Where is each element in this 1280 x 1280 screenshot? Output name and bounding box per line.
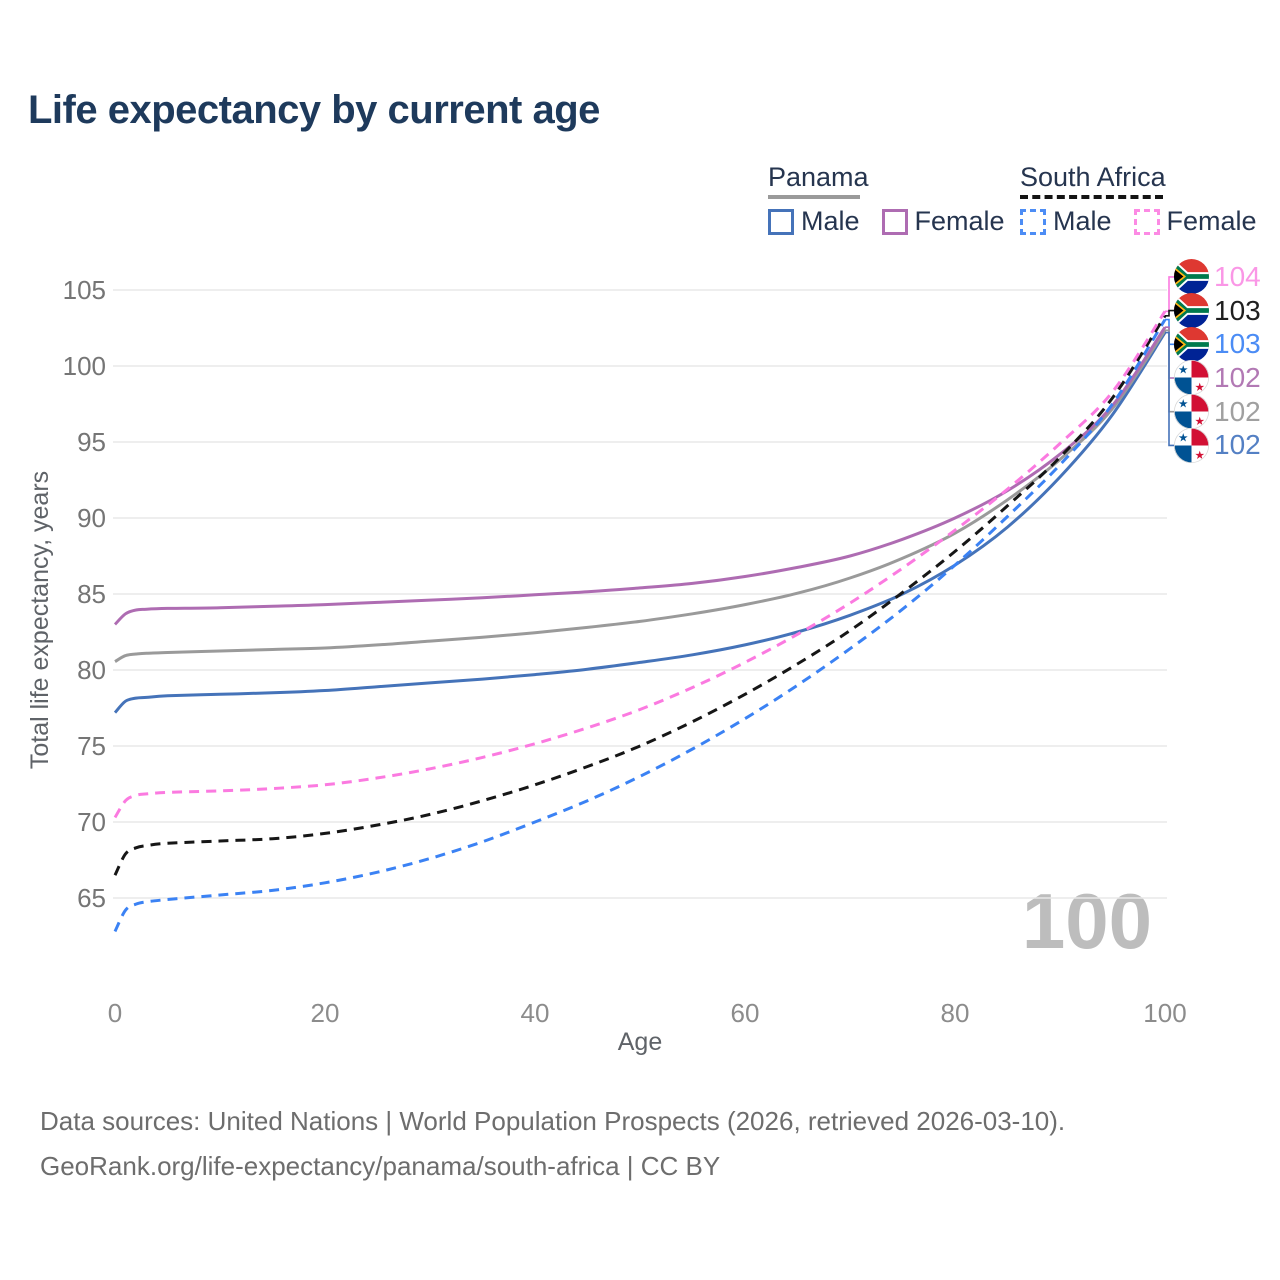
y-tick-label: 80 (77, 655, 106, 685)
end-label-row: 103 (1174, 326, 1261, 362)
x-axis-tick-labels: 0 20 40 60 80 100 (108, 998, 1187, 1028)
legend-country-name: South Africa (1020, 162, 1166, 192)
legend-item-south-africa-male[interactable]: Male (1020, 206, 1112, 237)
legend-item-label: Male (801, 206, 860, 236)
svg-text:★: ★ (1195, 382, 1205, 395)
series-line-south-africa-both-sexes[interactable] (113, 314, 1167, 876)
y-axis-title: Total life expectancy, years (26, 471, 54, 769)
svg-text:★: ★ (1178, 364, 1188, 377)
legend-item-label: Male (1053, 206, 1112, 236)
legend-group-panama: Panama Male Female (768, 162, 1005, 237)
y-tick-label: 85 (77, 579, 106, 609)
south-africa-flag-icon (1174, 293, 1209, 329)
page-title: Life expectancy by current age (28, 88, 600, 132)
legend-country-name: Panama (768, 162, 869, 192)
legend-item-panama-female[interactable]: Female (881, 206, 1005, 237)
series-line-panama-male[interactable] (113, 331, 1167, 714)
legend-swatch-south-africa-male (1020, 208, 1046, 235)
x-axis-title: Age (618, 1028, 662, 1056)
svg-text:★: ★ (1195, 415, 1205, 428)
series-end-labels: 104 103 (1174, 259, 1261, 463)
gridlines (113, 289, 1167, 899)
x-tick-label: 20 (311, 998, 340, 1028)
end-label-connector (1165, 309, 1174, 317)
series-end-value: 103 (1214, 294, 1261, 326)
series-line-south-africa-female[interactable] (113, 310, 1167, 819)
svg-text:★: ★ (1195, 449, 1205, 462)
end-label-row: 103 (1174, 293, 1261, 329)
legend-swatch-panama-female (881, 208, 908, 235)
age-cursor-watermark: 100 (1022, 877, 1152, 965)
y-tick-label: 75 (77, 731, 106, 761)
end-label-row: 104 (1174, 259, 1261, 295)
series-line-south-africa-male[interactable] (113, 318, 1167, 933)
y-tick-label: 105 (63, 275, 106, 305)
series-end-value: 102 (1214, 395, 1261, 427)
source-url-text: GeoRank.org/life-expectancy/panama/south… (40, 1151, 721, 1181)
y-tick-label: 90 (77, 503, 106, 533)
end-label-connectors (1165, 276, 1174, 447)
panama-flag-icon: ★ ★ (1174, 360, 1209, 396)
legend-group-south-africa: South Africa Male Female (1020, 162, 1257, 237)
legend-item-label: Female (914, 206, 1005, 236)
x-tick-label: 80 (941, 998, 970, 1028)
legend-item-label: Female (1166, 206, 1257, 236)
y-tick-label: 95 (77, 427, 106, 457)
series-end-value: 102 (1214, 429, 1261, 461)
y-tick-label: 100 (63, 351, 106, 381)
series-end-value: 102 (1214, 361, 1261, 393)
legend-swatch-panama-male (768, 208, 794, 235)
x-tick-label: 60 (731, 998, 760, 1028)
x-tick-label: 100 (1143, 998, 1186, 1028)
series-end-value: 103 (1214, 328, 1261, 360)
legend-item-panama-male[interactable]: Male (768, 206, 860, 237)
legend-item-south-africa-female[interactable]: Female (1133, 206, 1257, 237)
end-label-row: ★ ★ 102 (1174, 427, 1261, 463)
end-label-row: ★ ★ 102 (1174, 394, 1261, 430)
series-line-panama-female[interactable] (113, 326, 1167, 626)
end-label-connector (1165, 331, 1174, 447)
x-tick-label: 0 (108, 998, 122, 1028)
y-tick-label: 65 (77, 883, 106, 913)
legend-line-style-sample (1020, 195, 1163, 199)
svg-text:★: ★ (1178, 398, 1188, 411)
legend-swatch-south-africa-female (1133, 208, 1160, 235)
legend-line-style-sample (768, 195, 860, 199)
end-label-row: ★ ★ 102 (1174, 360, 1261, 396)
panama-flag-icon: ★ ★ (1174, 427, 1209, 463)
series-lines (113, 310, 1167, 933)
data-sources-text: Data sources: United Nations | World Pop… (40, 1106, 1066, 1136)
series-line-panama-both-sexes[interactable] (114, 329, 1167, 663)
end-label-connector (1165, 276, 1174, 313)
south-africa-flag-icon (1174, 259, 1209, 295)
south-africa-flag-icon (1174, 326, 1209, 362)
series-end-value: 104 (1214, 260, 1261, 292)
panama-flag-icon: ★ ★ (1174, 394, 1209, 430)
x-tick-label: 40 (521, 998, 550, 1028)
footer: Data sources: United Nations | World Pop… (40, 1106, 1065, 1196)
y-axis-tick-labels: 65 70 75 80 85 90 95 100 105 (63, 275, 106, 913)
svg-text:★: ★ (1178, 431, 1188, 444)
y-tick-label: 70 (77, 807, 106, 837)
